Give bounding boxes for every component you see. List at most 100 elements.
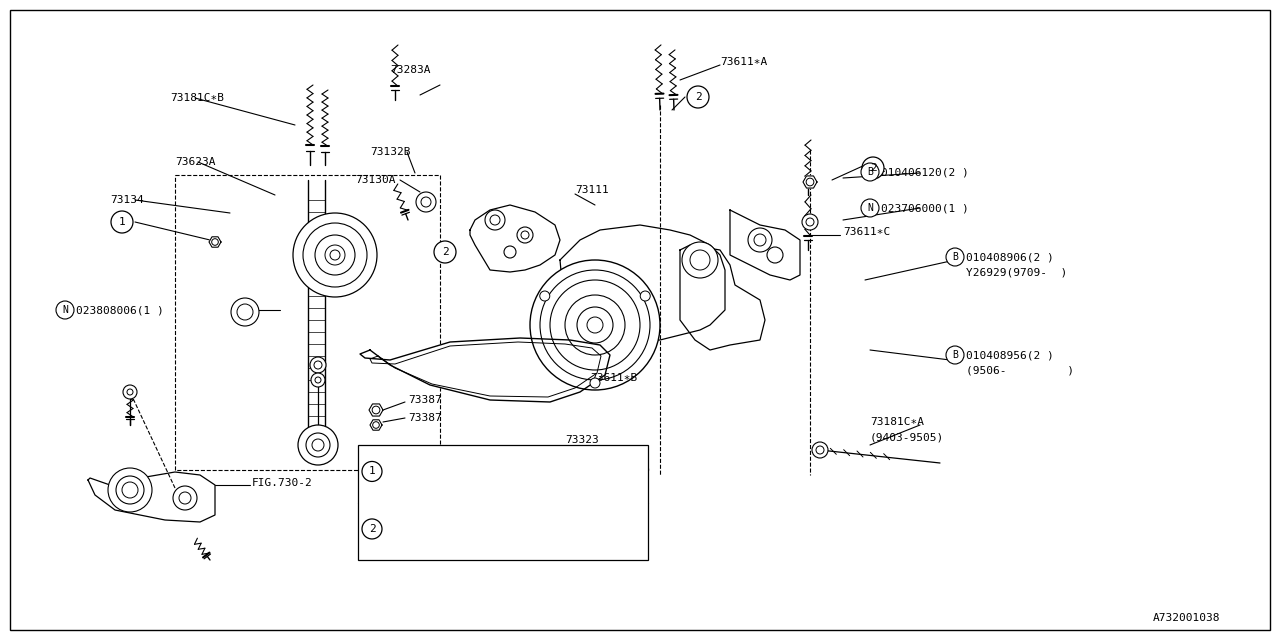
Circle shape <box>590 378 600 388</box>
Circle shape <box>806 178 814 186</box>
Text: 2: 2 <box>695 92 701 102</box>
Circle shape <box>230 298 259 326</box>
Circle shape <box>372 422 379 428</box>
Circle shape <box>690 250 710 270</box>
Text: (9506-         ): (9506- ) <box>966 365 1074 375</box>
Circle shape <box>540 270 650 380</box>
Circle shape <box>56 301 74 319</box>
Text: 010408956(2 ): 010408956(2 ) <box>966 350 1053 360</box>
Circle shape <box>315 235 355 275</box>
Circle shape <box>108 468 152 512</box>
Text: (9606-  FIG.730-2): (9606- FIG.730-2) <box>530 465 652 475</box>
Circle shape <box>306 433 330 457</box>
Circle shape <box>861 163 879 181</box>
Polygon shape <box>88 472 215 522</box>
Text: 01041028A(3 ): 01041028A(3 ) <box>387 515 474 525</box>
Circle shape <box>116 476 145 504</box>
Circle shape <box>362 461 381 481</box>
Circle shape <box>173 486 197 510</box>
Text: 73111: 73111 <box>575 185 609 195</box>
Text: 73611∗C: 73611∗C <box>844 227 891 237</box>
Text: FIG.730-2: FIG.730-2 <box>252 478 312 488</box>
Text: 023808006(1 ): 023808006(1 ) <box>76 305 164 315</box>
Circle shape <box>540 291 550 301</box>
Circle shape <box>310 357 326 373</box>
Text: B: B <box>952 252 957 262</box>
Circle shape <box>564 295 625 355</box>
Text: 2: 2 <box>442 247 448 257</box>
Circle shape <box>211 239 219 245</box>
Circle shape <box>817 446 824 454</box>
Text: A732001038: A732001038 <box>1152 613 1220 623</box>
Text: 010406120(2 ): 010406120(2 ) <box>881 167 969 177</box>
Circle shape <box>682 242 718 278</box>
Text: 73283A: 73283A <box>390 65 430 75</box>
Circle shape <box>946 346 964 364</box>
Polygon shape <box>561 225 724 342</box>
Circle shape <box>122 482 138 498</box>
Text: 010410280(3 )(9710-  >: 010410280(3 )(9710- > <box>394 536 543 545</box>
Circle shape <box>298 425 338 465</box>
Circle shape <box>521 231 529 239</box>
Circle shape <box>861 157 884 179</box>
Circle shape <box>748 228 772 252</box>
Polygon shape <box>360 338 611 402</box>
Circle shape <box>588 317 603 333</box>
Text: 010508250(2 )(9710-  >: 010508250(2 )(9710- > <box>394 478 543 488</box>
Text: 1: 1 <box>369 467 375 476</box>
Circle shape <box>754 234 765 246</box>
Circle shape <box>640 291 650 301</box>
Circle shape <box>767 247 783 263</box>
Circle shape <box>315 377 321 383</box>
Text: 73132B: 73132B <box>370 147 411 157</box>
Polygon shape <box>470 205 561 272</box>
Circle shape <box>530 260 660 390</box>
Circle shape <box>687 86 709 108</box>
Text: 73611∗A: 73611∗A <box>721 57 767 67</box>
Text: 73623A: 73623A <box>175 157 215 167</box>
Circle shape <box>237 304 253 320</box>
Circle shape <box>517 227 532 243</box>
Circle shape <box>803 214 818 230</box>
Circle shape <box>330 250 340 260</box>
Circle shape <box>325 245 346 265</box>
Text: 1: 1 <box>119 217 125 227</box>
Circle shape <box>111 211 133 233</box>
Text: 73323: 73323 <box>564 435 599 445</box>
Circle shape <box>311 373 325 387</box>
Circle shape <box>421 197 431 207</box>
Circle shape <box>812 442 828 458</box>
Text: 73387: 73387 <box>408 413 442 423</box>
Text: Y26929(9709-  ): Y26929(9709- ) <box>966 267 1068 277</box>
FancyBboxPatch shape <box>358 445 648 560</box>
Circle shape <box>372 406 380 414</box>
Circle shape <box>550 280 640 370</box>
Circle shape <box>179 492 191 504</box>
Circle shape <box>946 248 964 266</box>
Text: B: B <box>952 350 957 360</box>
Text: 2: 2 <box>869 163 877 173</box>
Polygon shape <box>803 176 817 188</box>
Polygon shape <box>680 245 765 350</box>
Polygon shape <box>370 420 381 430</box>
Circle shape <box>434 241 456 263</box>
Text: 2: 2 <box>369 524 375 534</box>
Circle shape <box>123 385 137 399</box>
Text: 73181C∗A: 73181C∗A <box>870 417 924 427</box>
Text: N: N <box>867 203 873 213</box>
Circle shape <box>362 519 381 539</box>
Text: 73387: 73387 <box>408 395 442 405</box>
Polygon shape <box>730 210 800 280</box>
Text: 01050825A(2 ): 01050825A(2 ) <box>387 457 474 467</box>
Circle shape <box>806 218 814 226</box>
Circle shape <box>490 215 500 225</box>
Text: 73611∗B: 73611∗B <box>590 373 637 383</box>
Polygon shape <box>369 404 383 416</box>
Circle shape <box>293 213 378 297</box>
Circle shape <box>485 210 506 230</box>
Text: (9403-9505): (9403-9505) <box>870 432 945 442</box>
Polygon shape <box>209 237 221 247</box>
Text: 73181C∗B: 73181C∗B <box>170 93 224 103</box>
Circle shape <box>303 223 367 287</box>
Text: 010408906(2 ): 010408906(2 ) <box>966 252 1053 262</box>
